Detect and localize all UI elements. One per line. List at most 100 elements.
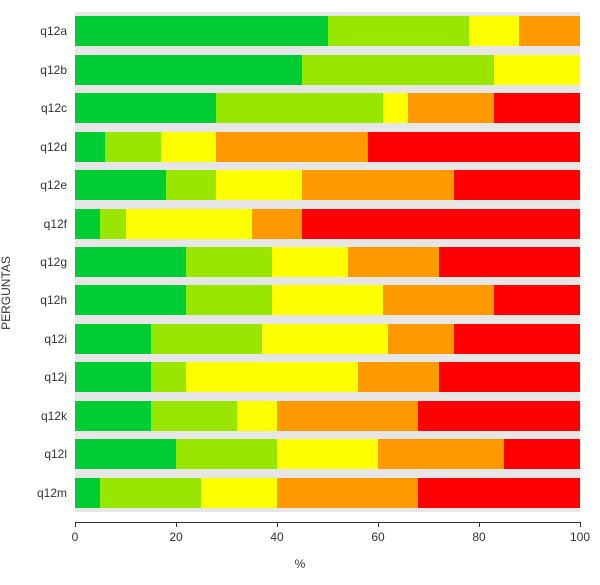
bar-segment [383,93,408,123]
bar-segment [75,132,105,162]
bar-segment [277,401,418,431]
bar-segment [408,93,494,123]
x-tick [378,522,379,527]
bar-segment [75,170,166,200]
y-tick-label: q12h [40,293,67,307]
x-tick [580,522,581,527]
bar-segment [216,132,368,162]
bar-segment [302,55,494,85]
y-tick-label: q12i [44,332,67,346]
bar-segment [262,324,388,354]
bar-segment [302,209,580,239]
x-tick [75,522,76,527]
bar-segment [100,209,125,239]
bar-row [75,401,580,431]
y-tick-label: q12a [40,24,67,38]
bar-row [75,209,580,239]
x-axis-line [75,522,580,523]
bar-segment [272,247,348,277]
bar-segment [126,209,252,239]
y-tick-label: q12c [41,101,67,115]
x-tick-label: 0 [72,530,79,544]
bar-segment [277,439,378,469]
bar-segment [378,439,504,469]
bar-row [75,93,580,123]
chart-container [75,12,580,512]
bar-segment [494,55,580,85]
bar-segment [418,401,580,431]
bar-row [75,132,580,162]
bar-segment [358,362,439,392]
bar-segment [75,439,176,469]
bar-segment [216,170,302,200]
bar-row [75,247,580,277]
bar-row [75,362,580,392]
bar-segment [75,93,216,123]
bar-segment [151,362,186,392]
bar-segment [75,247,186,277]
y-tick-label: q12g [40,255,67,269]
bar-segment [328,16,469,46]
bar-segment [105,132,161,162]
bar-segment [519,16,580,46]
bar-segment [166,170,217,200]
bar-segment [454,324,580,354]
bar-segment [388,324,454,354]
x-tick-label: 40 [270,530,283,544]
bar-segment [186,285,272,315]
bar-segment [454,170,580,200]
bar-segment [75,324,151,354]
bar-segment [272,285,383,315]
bar-segment [494,93,580,123]
bar-segment [75,401,151,431]
bar-segment [75,55,302,85]
x-tick [479,522,480,527]
bar-segment [302,170,454,200]
bar-segment [75,209,100,239]
bar-segment [75,362,151,392]
bar-segment [504,439,580,469]
bar-segment [237,401,277,431]
y-tick-label: q12b [40,63,67,77]
bar-row [75,324,580,354]
bar-segment [348,247,439,277]
bar-segment [161,132,217,162]
x-tick-label: 80 [472,530,485,544]
y-tick-label: q12m [37,486,67,500]
x-tick-label: 100 [570,530,590,544]
x-axis-title: % [0,557,600,571]
bar-row [75,16,580,46]
bar-segment [216,93,383,123]
bar-row [75,170,580,200]
bar-segment [439,362,580,392]
y-tick-label: q12j [44,370,67,384]
bar-segment [75,285,186,315]
y-tick-label: q12l [44,447,67,461]
bar-segment [151,401,237,431]
bar-segment [494,285,580,315]
y-tick-label: q12k [41,409,67,423]
bar-row [75,439,580,469]
x-tick [277,522,278,527]
bar-segment [176,439,277,469]
y-tick-labels: q12aq12bq12cq12dq12eq12fq12gq12hq12iq12j… [30,12,72,512]
y-tick-label: q12f [44,217,67,231]
bar-segment [75,16,328,46]
bars-layer [75,12,580,512]
bar-row [75,478,580,508]
bar-segment [418,478,580,508]
bar-segment [100,478,201,508]
bar-segment [469,16,520,46]
x-tick-label: 60 [371,530,384,544]
bar-segment [186,362,358,392]
bar-segment [383,285,494,315]
bar-segment [277,478,418,508]
y-tick-label: q12d [40,140,67,154]
bar-segment [439,247,580,277]
bar-row [75,285,580,315]
x-tick-label: 20 [169,530,182,544]
x-tick [176,522,177,527]
bar-segment [186,247,272,277]
bar-segment [201,478,277,508]
bar-segment [252,209,303,239]
